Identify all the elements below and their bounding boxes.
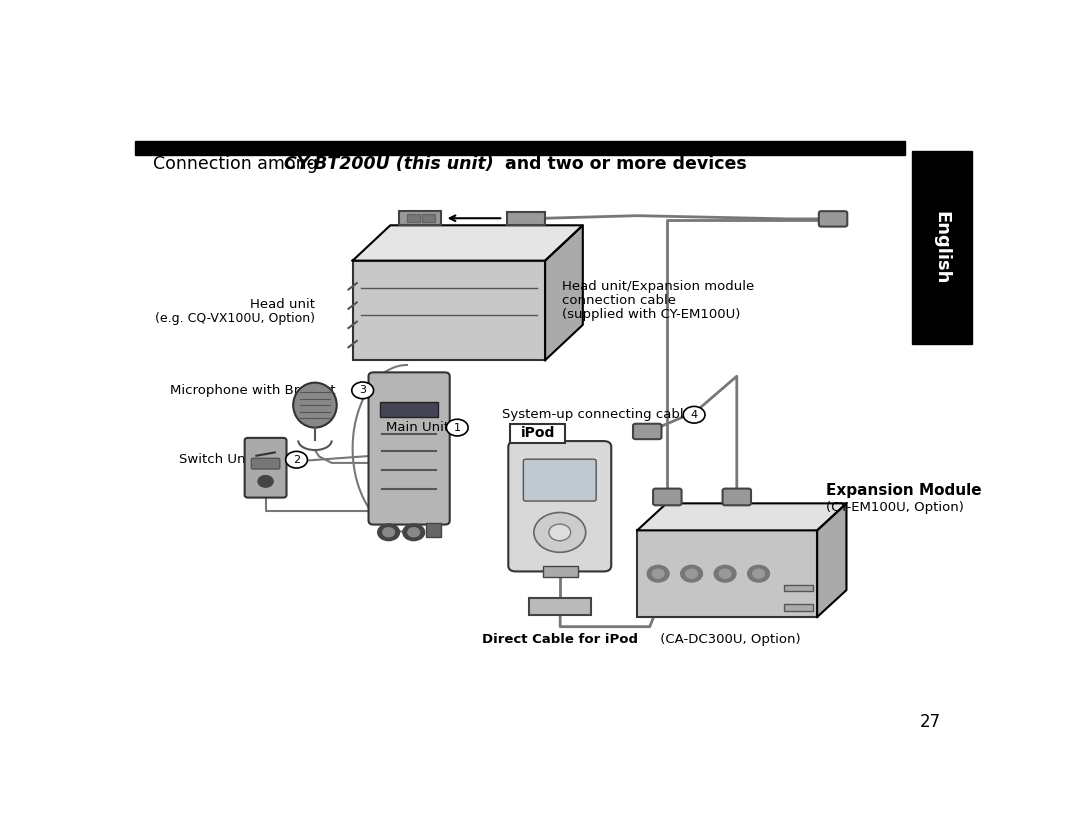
Circle shape — [753, 569, 765, 578]
Circle shape — [647, 565, 669, 582]
Text: CY-BT200U (this unit): CY-BT200U (this unit) — [284, 154, 494, 173]
Text: Connection among: Connection among — [153, 154, 324, 173]
Circle shape — [352, 382, 374, 399]
Text: 3: 3 — [360, 385, 366, 395]
Bar — [912, 152, 972, 344]
FancyBboxPatch shape — [407, 214, 420, 222]
Bar — [135, 141, 905, 154]
FancyBboxPatch shape — [508, 212, 545, 224]
Text: Main Unit: Main Unit — [387, 421, 449, 434]
FancyBboxPatch shape — [723, 489, 751, 505]
Polygon shape — [545, 225, 583, 360]
Circle shape — [549, 524, 570, 540]
Text: (CY-EM100U, Option): (CY-EM100U, Option) — [825, 501, 963, 515]
Polygon shape — [818, 504, 847, 617]
Text: Direct Cable for iPod: Direct Cable for iPod — [483, 633, 638, 646]
FancyBboxPatch shape — [819, 211, 848, 227]
FancyBboxPatch shape — [509, 441, 611, 571]
Circle shape — [534, 512, 585, 552]
Polygon shape — [637, 504, 847, 530]
Circle shape — [747, 565, 769, 582]
Circle shape — [446, 420, 468, 436]
FancyBboxPatch shape — [399, 211, 441, 225]
FancyBboxPatch shape — [352, 260, 545, 360]
Circle shape — [408, 528, 419, 537]
Text: (supplied with CY-EM100U): (supplied with CY-EM100U) — [562, 308, 740, 321]
FancyBboxPatch shape — [633, 424, 661, 440]
Circle shape — [382, 528, 394, 537]
FancyBboxPatch shape — [422, 214, 434, 222]
Text: (e.g. CQ-VX100U, Option): (e.g. CQ-VX100U, Option) — [154, 312, 315, 325]
Circle shape — [719, 569, 731, 578]
Text: connection cable: connection cable — [562, 294, 676, 307]
FancyBboxPatch shape — [542, 565, 578, 577]
FancyBboxPatch shape — [368, 372, 449, 525]
Text: 1: 1 — [454, 423, 461, 433]
Text: (CA-DC300U, Option): (CA-DC300U, Option) — [656, 633, 800, 646]
Circle shape — [684, 406, 705, 423]
Circle shape — [285, 451, 308, 468]
Circle shape — [258, 475, 273, 487]
FancyBboxPatch shape — [784, 585, 813, 591]
Circle shape — [680, 565, 702, 582]
Text: System-up connecting cable: System-up connecting cable — [501, 409, 691, 421]
FancyBboxPatch shape — [380, 402, 438, 417]
FancyBboxPatch shape — [252, 458, 280, 469]
FancyBboxPatch shape — [524, 460, 596, 501]
Text: Head unit: Head unit — [249, 298, 315, 311]
Circle shape — [686, 569, 698, 578]
Text: Switch Unit: Switch Unit — [178, 453, 254, 466]
FancyBboxPatch shape — [637, 530, 818, 617]
Circle shape — [403, 524, 424, 540]
Text: English: English — [933, 211, 950, 284]
Polygon shape — [352, 225, 583, 260]
Text: iPod: iPod — [521, 426, 555, 440]
Text: 4: 4 — [690, 409, 698, 420]
Circle shape — [714, 565, 735, 582]
Circle shape — [652, 569, 664, 578]
Text: 2: 2 — [293, 455, 300, 465]
Ellipse shape — [293, 383, 337, 428]
FancyBboxPatch shape — [653, 489, 681, 505]
FancyBboxPatch shape — [529, 599, 591, 615]
Circle shape — [378, 524, 400, 540]
Text: Microphone with Bracket: Microphone with Bracket — [171, 384, 336, 397]
FancyBboxPatch shape — [510, 424, 565, 443]
Text: Expansion Module: Expansion Module — [825, 483, 981, 498]
FancyBboxPatch shape — [784, 604, 813, 610]
FancyBboxPatch shape — [245, 438, 286, 498]
Text: 27: 27 — [919, 713, 941, 731]
Text: Head unit/Expansion module: Head unit/Expansion module — [562, 279, 754, 293]
Text: and two or more devices: and two or more devices — [499, 154, 747, 173]
FancyBboxPatch shape — [427, 523, 442, 537]
